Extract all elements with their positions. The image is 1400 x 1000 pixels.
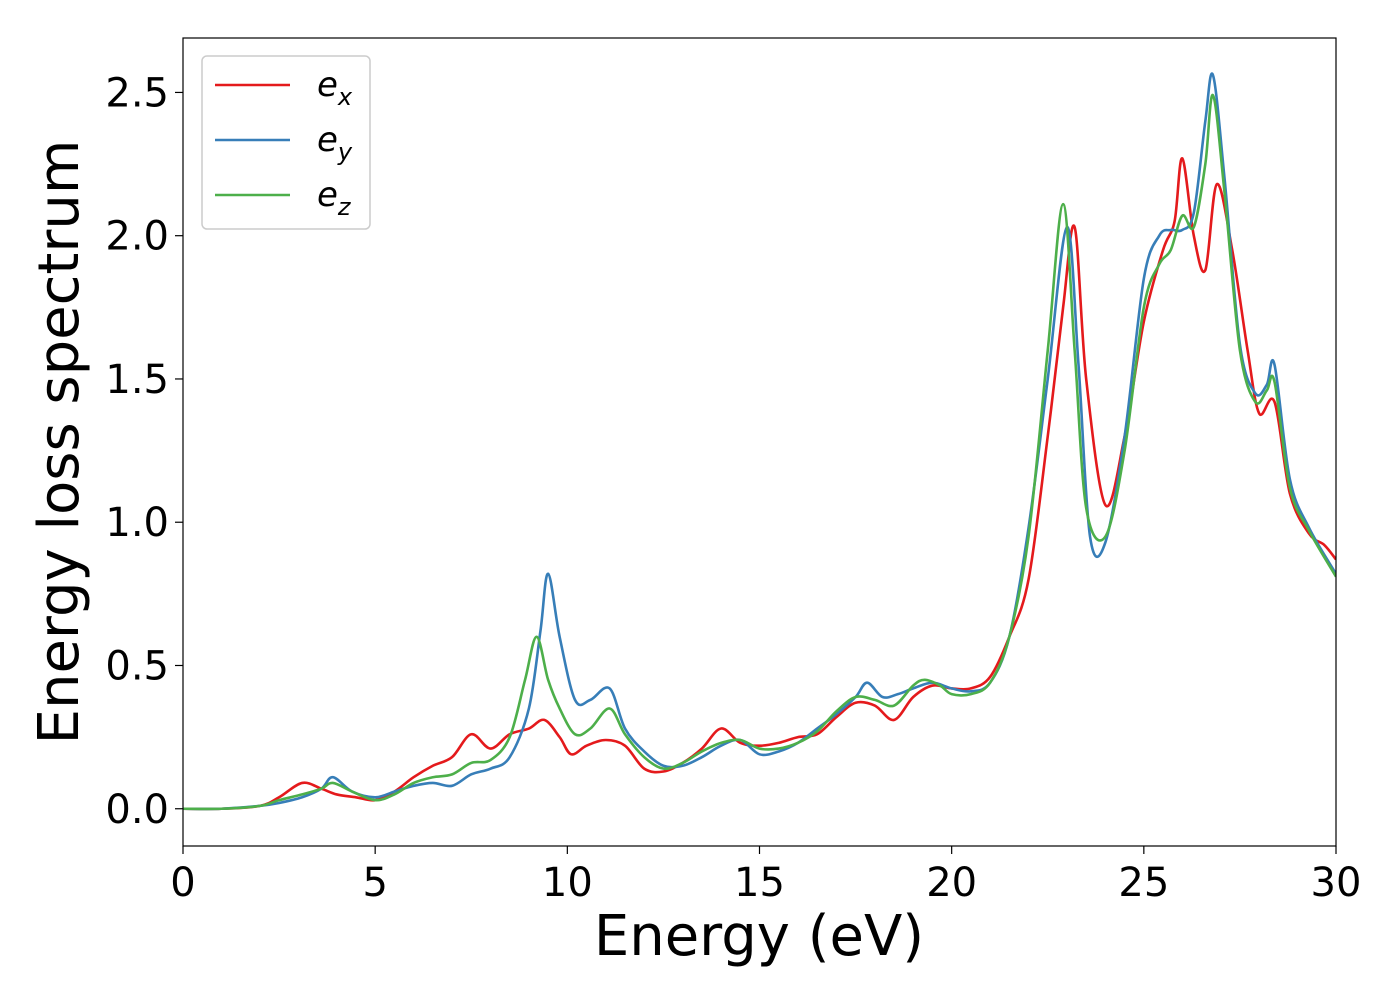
y-tick-label: 1.0 [105, 500, 169, 546]
x-axis-ticks: 0 5 10 15 20 25 30 [170, 846, 1361, 906]
series-line-ex [183, 157, 1336, 811]
x-tick-label: 15 [734, 860, 785, 906]
x-tick-label: 25 [1118, 860, 1169, 906]
x-tick-label: 5 [362, 860, 387, 906]
y-tick-label: 0.0 [105, 787, 169, 833]
y-tick-label: 0.5 [105, 643, 169, 689]
x-tick-label: 0 [170, 860, 195, 906]
series-line-ez [183, 93, 1336, 811]
y-axis-label: Energy loss spectrum [27, 140, 92, 745]
y-tick-label: 2.0 [105, 214, 169, 260]
plot-area-background [183, 38, 1336, 846]
y-tick-label: 2.5 [105, 70, 169, 116]
legend-subscript: z [337, 193, 352, 221]
y-tick-label: 1.5 [105, 357, 169, 403]
series-layer [183, 72, 1336, 811]
x-tick-label: 20 [926, 860, 977, 906]
x-tick-label: 30 [1311, 860, 1362, 906]
legend-subscript: y [337, 138, 353, 166]
x-axis-label: Energy (eV) [594, 904, 924, 969]
y-axis-ticks: 0.0 0.5 1.0 1.5 2.0 2.5 [105, 70, 183, 833]
legend-subscript: x [337, 83, 353, 111]
x-tick-label: 10 [542, 860, 593, 906]
legend-box [201, 55, 371, 230]
